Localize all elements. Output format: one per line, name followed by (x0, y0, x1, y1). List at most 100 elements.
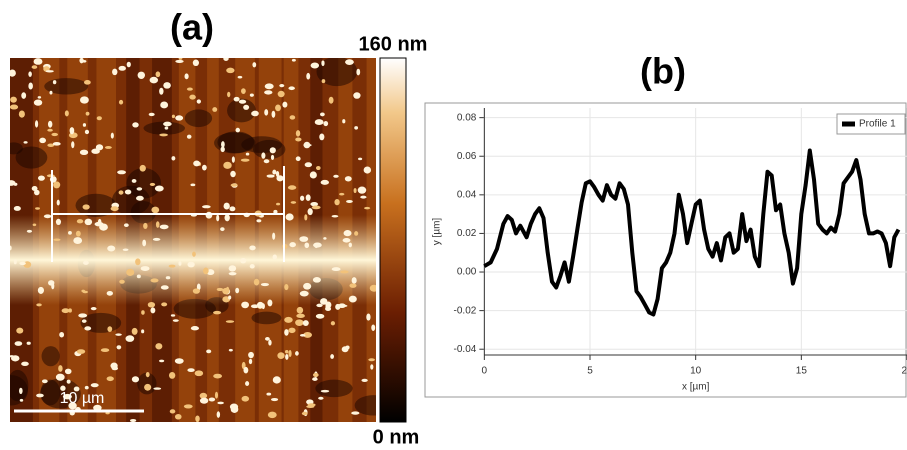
particle (307, 208, 313, 216)
afm-image (10, 58, 376, 422)
particle (368, 358, 375, 362)
particle (202, 164, 207, 171)
particle (106, 376, 114, 382)
particle (302, 320, 309, 326)
particle (175, 59, 184, 63)
particle (284, 283, 289, 291)
particle (345, 345, 350, 350)
particle (161, 302, 168, 307)
particle (110, 132, 114, 139)
particle (152, 237, 161, 241)
particle (19, 387, 23, 395)
particle (64, 368, 72, 375)
y-axis-label: y [µm] (432, 218, 443, 246)
particle (245, 381, 250, 386)
y-tick-label: -0.04 (454, 344, 477, 355)
particle (153, 387, 162, 390)
particle (168, 264, 176, 268)
legend-label: Profile 1 (859, 119, 896, 130)
particle (321, 79, 326, 84)
particle (49, 90, 53, 95)
particle (71, 141, 75, 149)
particle (126, 61, 131, 68)
particle (261, 152, 266, 159)
particle (149, 76, 159, 84)
particle (269, 147, 276, 154)
particle (46, 174, 55, 178)
particle (82, 204, 90, 210)
dark-spot (10, 369, 29, 402)
particle (151, 206, 160, 214)
particle (142, 239, 147, 247)
particle (285, 353, 289, 360)
particle (237, 75, 243, 79)
particle (111, 366, 119, 371)
particle (155, 71, 161, 78)
chart-frame (424, 102, 907, 398)
particle (178, 58, 183, 60)
particle (312, 372, 319, 377)
particle (141, 329, 145, 334)
particle (190, 326, 200, 331)
particle (309, 171, 317, 179)
particle (59, 331, 65, 338)
particle (53, 181, 61, 189)
particle (116, 345, 122, 350)
particle (277, 90, 285, 98)
particle (348, 295, 357, 303)
x-tick-label: 0 (482, 366, 488, 377)
particle (170, 314, 176, 317)
particle (186, 87, 193, 91)
particle (323, 121, 329, 127)
particle (122, 248, 129, 252)
particle (299, 290, 309, 297)
dark-spot (40, 379, 61, 406)
particle (300, 195, 305, 201)
particle (221, 141, 225, 148)
particle (131, 327, 138, 335)
particle (369, 284, 376, 292)
particle (243, 104, 250, 110)
particle (296, 313, 305, 319)
dark-spot (41, 346, 60, 367)
particle (47, 143, 55, 148)
particle (351, 277, 357, 284)
particle (112, 68, 118, 76)
particle (223, 202, 230, 210)
particle (85, 111, 90, 116)
particle (270, 397, 279, 402)
particle (187, 261, 195, 268)
x-tick-label: 5 (587, 366, 593, 377)
particle (360, 195, 367, 199)
y-tick-label: 0.08 (457, 112, 477, 123)
particle (320, 179, 330, 185)
particle (84, 326, 92, 331)
particle (273, 209, 278, 214)
particle (346, 199, 353, 203)
particle (84, 385, 89, 390)
particle (343, 230, 352, 237)
colorbar-max: 160 nm (359, 33, 428, 55)
particle (342, 238, 351, 243)
particle (264, 83, 274, 90)
particle (47, 120, 53, 128)
particle (117, 170, 126, 175)
particle (140, 266, 150, 272)
panel-label: (a) (170, 7, 214, 48)
particle (96, 116, 102, 121)
particle (75, 230, 81, 237)
particle (256, 219, 262, 223)
particle (331, 215, 339, 218)
particle (143, 222, 148, 230)
y-tick-label: 0.02 (457, 228, 477, 239)
particle (295, 319, 304, 327)
chart-title: (b) (640, 51, 686, 92)
particle (249, 264, 255, 269)
particle (267, 299, 273, 307)
particle (275, 104, 281, 112)
particle (155, 343, 163, 350)
particle (147, 302, 156, 308)
particle (229, 403, 239, 411)
particle (303, 331, 313, 338)
particle (73, 237, 83, 244)
